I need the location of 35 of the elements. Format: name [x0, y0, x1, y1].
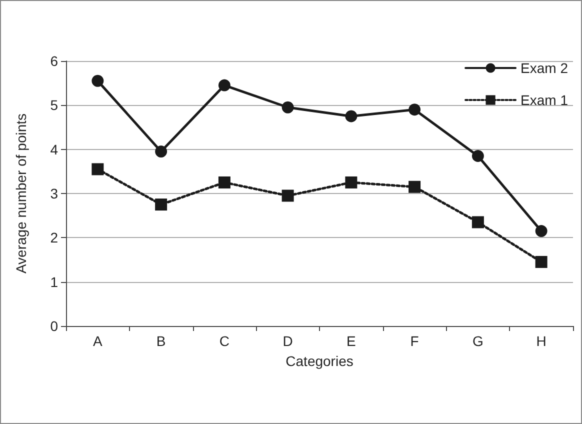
legend-label: Exam 1 — [520, 92, 568, 108]
legend-label: Exam 2 — [520, 60, 568, 76]
x-tick-label: B — [156, 333, 166, 349]
point — [282, 190, 294, 202]
point — [535, 256, 548, 268]
y-tick-label: 0 — [50, 318, 58, 334]
x-tick-label: H — [536, 333, 546, 349]
x-tick-label: E — [346, 333, 356, 349]
y-tick-label: 2 — [50, 230, 58, 246]
x-tick-label: G — [472, 333, 484, 349]
point — [92, 74, 104, 87]
y-tick-label: 6 — [50, 53, 58, 69]
point — [535, 225, 548, 238]
point — [218, 176, 230, 188]
point — [472, 150, 484, 162]
point — [345, 110, 358, 122]
point — [345, 176, 358, 188]
point — [155, 146, 168, 158]
x-tick-label: C — [219, 333, 230, 349]
point — [472, 216, 484, 228]
x-tick-label: F — [410, 333, 419, 349]
y-tick-label: 3 — [50, 186, 58, 202]
x-tick-label: D — [282, 333, 293, 349]
point — [282, 101, 294, 114]
y-tick-label: 4 — [50, 141, 58, 158]
x-tick-label: A — [93, 333, 104, 349]
point — [408, 104, 421, 116]
y-axis-title: Average number of points — [13, 113, 29, 274]
point — [155, 198, 168, 211]
y-tick-label: 1 — [50, 274, 58, 290]
y-tick-label: 5 — [50, 97, 58, 114]
point — [92, 163, 104, 176]
point — [218, 79, 230, 92]
x-axis-title: Categories — [286, 353, 354, 369]
point — [408, 180, 421, 193]
